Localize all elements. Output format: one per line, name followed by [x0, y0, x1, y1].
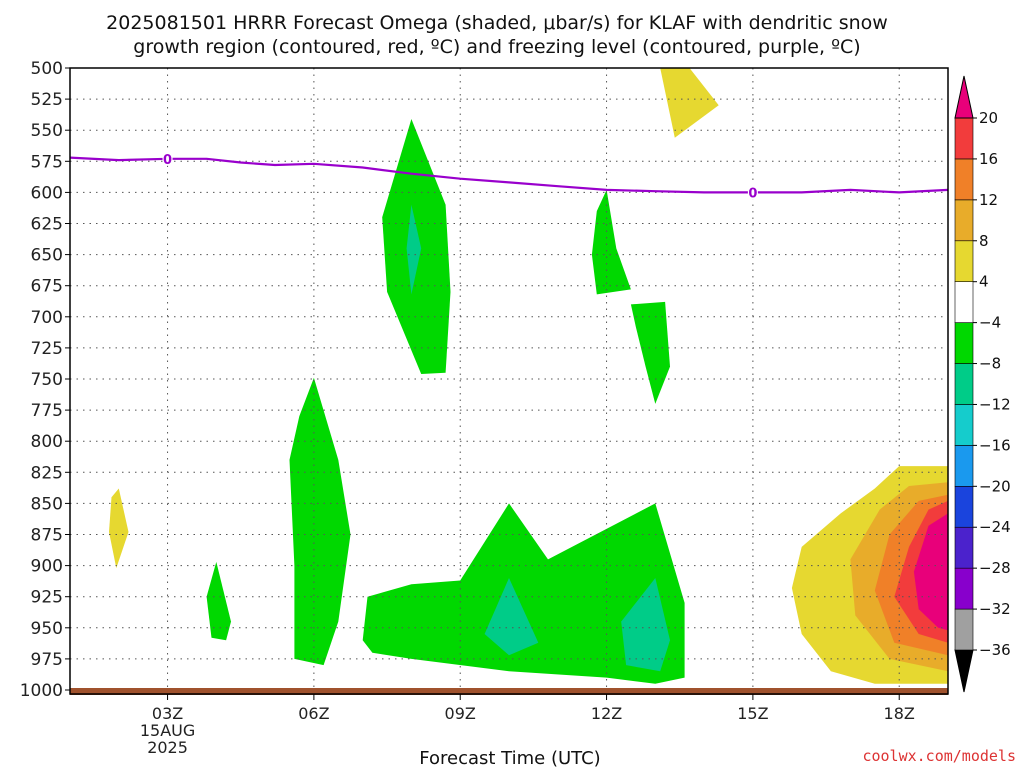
contour-label-bg-0 — [162, 150, 173, 166]
x-tick-label-12Z: 12Z — [591, 704, 622, 723]
y-tick-label-750: 750 — [31, 370, 63, 390]
chart-title-line2: growth region (contoured, red, ºC) and f… — [133, 36, 860, 58]
colorbar-segment-13 — [954, 117, 974, 160]
y-tick-label-575: 575 — [31, 152, 63, 172]
colorbar-arrow-top — [954, 75, 974, 119]
x-axis-label: Forecast Time (UTC) — [419, 748, 600, 768]
y-tick-label-825: 825 — [31, 463, 63, 483]
colorbar-segment-2 — [954, 567, 974, 610]
contour-label-0: 0 — [163, 153, 172, 168]
colorbar-arrow-bottom — [954, 649, 974, 693]
omega-region-15 — [913, 513, 948, 631]
omega-region-9 — [484, 578, 539, 656]
omega-region-5 — [630, 301, 670, 404]
y-tick-label-650: 650 — [31, 246, 63, 266]
colorbar-segment-3 — [954, 526, 974, 569]
colorbar-label-13: −36 — [979, 641, 1011, 659]
colorbar: 20 16 12 8 4 −4 −8 −12 −16 −20 −24 −28 −32 −36 — [954, 75, 1011, 693]
y-tick-label-1000: 1000 — [20, 681, 63, 701]
x-tick-label-15Z: 15Z — [737, 704, 768, 723]
omega-region-0 — [660, 68, 719, 138]
omega-shading — [109, 68, 948, 684]
colorbar-label-8: −16 — [979, 436, 1011, 454]
colorbar-label-3: 8 — [979, 232, 989, 250]
colorbar-label-0: 20 — [979, 109, 998, 127]
chart-title-line1: 2025081501 HRRR Forecast Omega (shaded, … — [106, 12, 888, 34]
omega-region-1 — [109, 488, 129, 569]
omega-region-7 — [206, 561, 231, 641]
y-tick-label-925: 925 — [31, 588, 63, 608]
colorbar-segment-5 — [954, 445, 974, 487]
x-tick-label-09Z: 09Z — [445, 704, 476, 723]
y-tick-label-525: 525 — [31, 90, 63, 110]
credit-text: coolwx.com/models — [862, 747, 1016, 765]
y-axis-pressure: 500 525 550 575 600 625 650 675 700 725 750 775 800 8… — [20, 59, 70, 701]
omega-region-6 — [289, 377, 351, 666]
freezing-level-line — [69, 156, 949, 194]
y-tick-label-550: 550 — [31, 121, 63, 141]
plot-area: 00 — [69, 67, 949, 695]
colorbar-label-2: 12 — [979, 191, 998, 209]
colorbar-segment-12 — [954, 158, 974, 201]
y-tick-label-800: 800 — [31, 432, 63, 452]
omega-region-10 — [621, 578, 670, 672]
colorbar-label-11: −28 — [979, 559, 1011, 577]
y-tick-label-950: 950 — [31, 619, 63, 639]
colorbar-segment-6 — [954, 404, 974, 446]
surface-strip — [70, 688, 948, 695]
x-tick-sublabel-date: 15AUG — [140, 721, 195, 740]
colorbar-segment-4 — [954, 486, 974, 528]
y-tick-label-625: 625 — [31, 215, 63, 235]
y-tick-label-600: 600 — [31, 183, 63, 203]
colorbar-label-4: 4 — [979, 273, 989, 291]
colorbar-label-6: −8 — [979, 355, 1001, 373]
omega-region-8 — [362, 503, 685, 684]
x-tick-label-06Z: 06Z — [298, 704, 329, 723]
y-tick-label-725: 725 — [31, 339, 63, 359]
colorbar-segment-1 — [954, 608, 974, 651]
colorbar-label-1: 16 — [979, 150, 998, 168]
y-tick-label-900: 900 — [31, 557, 63, 577]
colorbar-segment-8 — [954, 322, 974, 364]
x-tick-sublabel-year: 2025 — [147, 738, 188, 757]
contour-lines: 00 — [69, 150, 949, 201]
colorbar-label-5: −4 — [979, 314, 1001, 332]
x-tick-label-18Z: 18Z — [884, 704, 915, 723]
colorbar-segment-10 — [954, 240, 974, 282]
colorbar-segment-7 — [954, 363, 974, 405]
y-tick-label-850: 850 — [31, 494, 63, 514]
contour-label-1: 0 — [748, 186, 757, 201]
colorbar-segment-11 — [954, 199, 974, 242]
colorbar-label-7: −12 — [979, 395, 1011, 413]
x-tick-label-03Z: 03Z — [152, 704, 183, 723]
colorbar-label-12: −32 — [979, 600, 1011, 618]
omega-region-4 — [591, 189, 631, 295]
y-tick-label-975: 975 — [31, 650, 63, 670]
plot-frame — [69, 67, 949, 695]
omega-region-3 — [406, 204, 422, 295]
surface-strip-bar — [70, 688, 948, 695]
y-tick-label-875: 875 — [31, 526, 63, 546]
y-tick-label-675: 675 — [31, 277, 63, 297]
y-tick-label-500: 500 — [31, 59, 63, 79]
contour-label-bg-1 — [747, 184, 758, 200]
y-tick-label-700: 700 — [31, 308, 63, 328]
colorbar-segment-9 — [954, 281, 974, 323]
colorbar-label-10: −24 — [979, 518, 1011, 536]
y-tick-label-775: 775 — [31, 401, 63, 421]
colorbar-label-9: −20 — [979, 477, 1011, 495]
